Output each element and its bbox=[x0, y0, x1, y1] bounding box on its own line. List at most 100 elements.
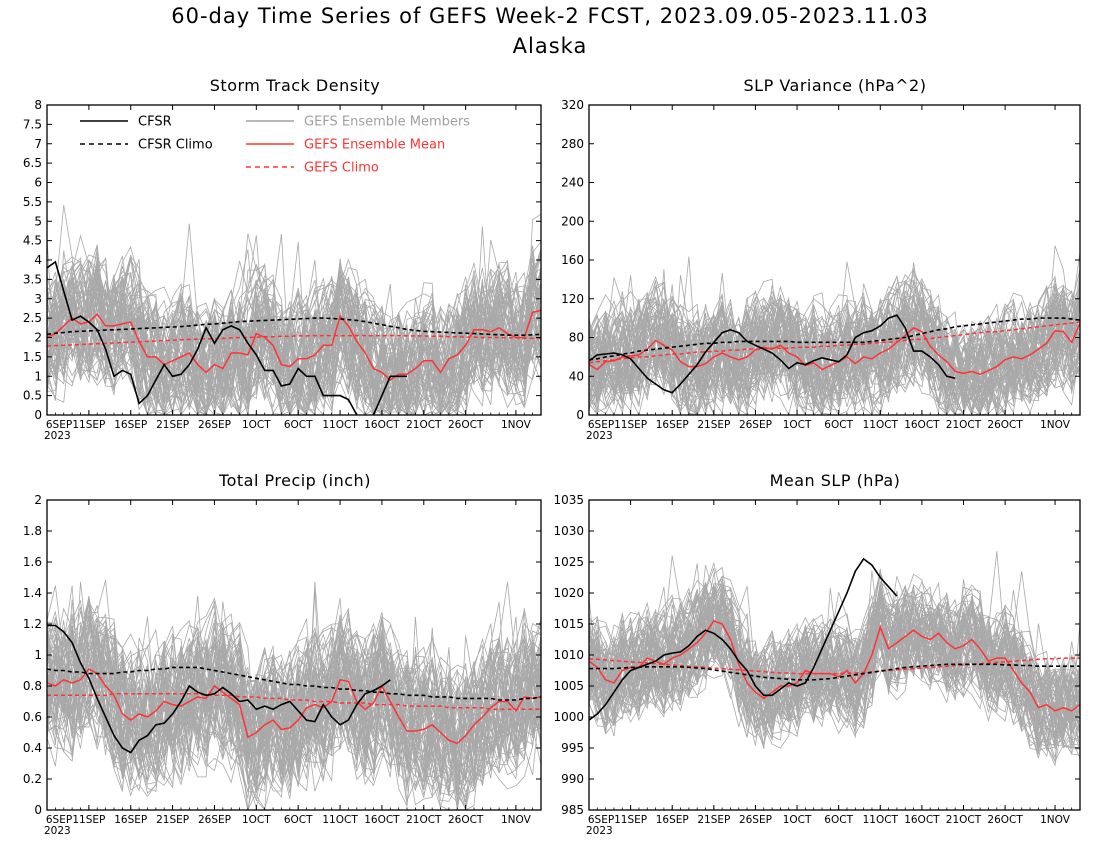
y-tick-label: 1 bbox=[34, 648, 42, 662]
x-tick-label: 1NOV bbox=[1040, 814, 1071, 826]
y-tick-label: 4 bbox=[34, 253, 42, 267]
y-tick-label: 1035 bbox=[553, 493, 584, 507]
y-tick-label: 990 bbox=[561, 772, 584, 786]
y-tick-label: 3 bbox=[34, 292, 42, 306]
y-tick-label: 995 bbox=[561, 741, 584, 755]
x-tick-label: 16OCT bbox=[904, 814, 940, 826]
ensemble-member-line bbox=[47, 600, 541, 798]
ensemble-member-line bbox=[47, 260, 541, 415]
ensemble-member-line bbox=[47, 261, 541, 415]
series-gefs-climo bbox=[47, 693, 541, 711]
ensemble-member-line bbox=[589, 293, 1080, 415]
panel-title: Mean SLP (hPa) bbox=[770, 471, 901, 490]
y-tick-label: 0.8 bbox=[23, 679, 42, 693]
y-tick-label: 1010 bbox=[553, 648, 584, 662]
y-tick-label: 0 bbox=[34, 408, 42, 422]
series-gefs-ensemble-mean bbox=[47, 668, 541, 745]
ensemble-members bbox=[47, 579, 541, 810]
ensemble-member-line bbox=[589, 582, 1080, 748]
y-tick-label: 2 bbox=[34, 331, 42, 345]
ensemble-member-line bbox=[589, 590, 1080, 767]
x-year-label: 2023 bbox=[44, 825, 71, 837]
y-tick-label: 0.4 bbox=[23, 741, 42, 755]
ensemble-member-line bbox=[47, 264, 541, 415]
ensemble-member-line bbox=[589, 583, 1080, 733]
y-tick-label: 1005 bbox=[553, 679, 584, 693]
x-tick-label: 1OCT bbox=[783, 419, 812, 431]
ensemble-member-line bbox=[589, 269, 1080, 415]
y-tick-label: 1000 bbox=[553, 710, 584, 724]
y-tick-label: 1025 bbox=[553, 555, 584, 569]
x-tick-label: 21OCT bbox=[406, 814, 442, 826]
x-tick-label: 26OCT bbox=[987, 814, 1023, 826]
x-tick-label: 11OCT bbox=[863, 419, 899, 431]
ensemble-member-line bbox=[47, 618, 541, 791]
y-tick-label: 1020 bbox=[553, 586, 584, 600]
x-tick-label: 21OCT bbox=[946, 814, 982, 826]
y-tick-label: 1030 bbox=[553, 524, 584, 538]
y-tick-label: 4.5 bbox=[23, 234, 42, 248]
y-tick-label: 240 bbox=[561, 176, 584, 190]
x-tick-label: 11SEP bbox=[614, 419, 647, 431]
x-tick-label: 26SEP bbox=[198, 814, 231, 826]
plot-area bbox=[589, 551, 1080, 767]
y-tick-label: 1.2 bbox=[23, 617, 42, 631]
ensemble-members bbox=[589, 245, 1080, 415]
y-tick-label: 5.5 bbox=[23, 195, 42, 209]
y-tick-label: 8 bbox=[34, 98, 42, 112]
y-tick-label: 320 bbox=[561, 98, 584, 112]
x-tick-label: 21SEP bbox=[697, 814, 730, 826]
y-tick-label: 160 bbox=[561, 253, 584, 267]
x-tick-label: 6OCT bbox=[284, 814, 313, 826]
x-tick-label: 16OCT bbox=[364, 419, 400, 431]
series-gefs-ensemble-mean bbox=[47, 309, 541, 382]
ensemble-member-line bbox=[47, 616, 541, 792]
x-tick-label: 26SEP bbox=[739, 814, 772, 826]
chart-legend: CFSR CFSR Climo GEFS Ensemble Members GEFS … bbox=[80, 115, 470, 176]
ensemble-member-line bbox=[47, 260, 541, 415]
x-tick-label: 1NOV bbox=[501, 814, 532, 826]
x-tick-label: 21SEP bbox=[156, 419, 189, 431]
y-tick-label: 985 bbox=[561, 803, 584, 817]
y-tick-label: 7.5 bbox=[23, 117, 42, 131]
ensemble-member-line bbox=[589, 292, 1080, 412]
plot-area bbox=[589, 245, 1080, 415]
x-tick-label: 26SEP bbox=[739, 419, 772, 431]
y-tick-label: 1.8 bbox=[23, 524, 42, 538]
ensemble-member-line bbox=[589, 595, 1080, 749]
y-tick-label: 0.6 bbox=[23, 710, 42, 724]
y-tick-label: 1.4 bbox=[23, 586, 42, 600]
ensemble-member-line bbox=[47, 585, 541, 784]
ensemble-member-line bbox=[47, 252, 541, 415]
x-tick-label: 6SEP bbox=[46, 419, 72, 431]
x-tick-label: 6SEP bbox=[46, 814, 72, 826]
y-tick-label: 0 bbox=[576, 408, 584, 422]
x-tick-label: 21SEP bbox=[697, 419, 730, 431]
y-tick-label: 6.5 bbox=[23, 156, 42, 170]
y-tick-label: 80 bbox=[569, 331, 584, 345]
ensemble-member-line bbox=[47, 624, 541, 802]
series-gefs-climo bbox=[589, 657, 1080, 675]
y-tick-label: 0.5 bbox=[23, 389, 42, 403]
ensemble-member-line bbox=[589, 612, 1080, 744]
x-tick-label: 11OCT bbox=[863, 814, 899, 826]
ensemble-member-line bbox=[589, 592, 1080, 736]
ensemble-member-line bbox=[47, 595, 541, 784]
y-tick-label: 2 bbox=[34, 493, 42, 507]
x-tick-label: 26OCT bbox=[448, 419, 484, 431]
x-tick-label: 21OCT bbox=[946, 419, 982, 431]
ensemble-member-line bbox=[47, 621, 541, 779]
panel-title: Total Precip (inch) bbox=[218, 471, 371, 490]
ensemble-member-line bbox=[47, 256, 541, 413]
x-tick-label: 11SEP bbox=[72, 419, 105, 431]
y-tick-label: 1.6 bbox=[23, 555, 42, 569]
y-tick-label: 280 bbox=[561, 137, 584, 151]
ensemble-member-line bbox=[589, 267, 1080, 414]
legend-label: CFSR Climo bbox=[138, 138, 213, 153]
ensemble-member-line bbox=[589, 587, 1080, 747]
series-gefs-climo bbox=[47, 334, 541, 347]
x-tick-label: 11SEP bbox=[614, 814, 647, 826]
y-tick-label: 1 bbox=[34, 369, 42, 383]
x-year-label: 2023 bbox=[586, 825, 613, 837]
